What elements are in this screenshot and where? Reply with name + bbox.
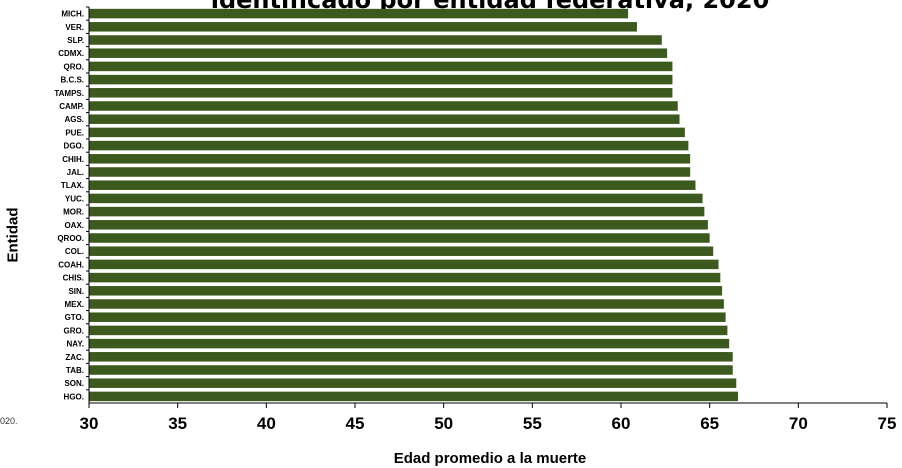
bar bbox=[89, 127, 685, 138]
y-tick-label: NAY. bbox=[67, 340, 85, 349]
y-tick-label: AGS. bbox=[64, 115, 84, 124]
bar bbox=[89, 220, 708, 230]
x-tick-label: 70 bbox=[789, 414, 808, 433]
bar bbox=[89, 167, 691, 177]
source-note: 020. bbox=[0, 416, 18, 426]
bar bbox=[89, 325, 728, 336]
bar bbox=[89, 35, 662, 45]
y-tick-label: COAH. bbox=[58, 260, 84, 269]
y-tick-label: JAL. bbox=[67, 168, 84, 177]
y-tick-label: ZAC. bbox=[65, 353, 84, 362]
x-tick-label: 75 bbox=[878, 414, 897, 433]
bar bbox=[89, 206, 705, 217]
y-tick-label: DGO. bbox=[64, 142, 84, 151]
bar bbox=[89, 193, 703, 204]
y-tick-label: CHIS. bbox=[63, 274, 84, 283]
x-axis-label: Edad promedio a la muerte bbox=[393, 450, 587, 467]
bar bbox=[89, 140, 689, 151]
bar bbox=[89, 246, 714, 256]
bar bbox=[89, 391, 739, 402]
y-tick-label: SLP. bbox=[67, 36, 84, 45]
y-tick-label: GRO. bbox=[64, 326, 84, 335]
y-tick-label: PUE. bbox=[65, 128, 84, 137]
bar bbox=[89, 259, 719, 270]
x-tick-label: 30 bbox=[80, 414, 99, 433]
y-tick-label: TAMPS. bbox=[54, 89, 84, 98]
bar bbox=[89, 180, 696, 190]
x-tick-label: 65 bbox=[700, 414, 719, 433]
bar bbox=[89, 88, 673, 98]
y-tick-label: HGO. bbox=[64, 392, 84, 401]
y-tick-label: VER. bbox=[65, 23, 84, 32]
x-tick-label: 50 bbox=[434, 414, 453, 433]
y-tick-label: MICH. bbox=[61, 10, 84, 19]
bar bbox=[89, 22, 637, 32]
bar bbox=[89, 365, 733, 375]
y-tick-label: TAB. bbox=[66, 366, 84, 375]
y-tick-label: YUC. bbox=[65, 194, 84, 203]
bar bbox=[89, 48, 668, 58]
y-tick-label: MEX. bbox=[64, 300, 84, 309]
bar bbox=[89, 114, 680, 124]
y-tick-label: B.C.S. bbox=[60, 76, 84, 85]
bar bbox=[89, 312, 726, 322]
y-tick-label: COL. bbox=[65, 247, 84, 256]
x-tick-label: 55 bbox=[523, 414, 542, 433]
y-tick-label: CHIH. bbox=[62, 155, 84, 164]
bar bbox=[89, 101, 678, 111]
y-tick-label: CAMP. bbox=[59, 102, 84, 111]
bar bbox=[89, 378, 737, 388]
y-tick-label: MOR. bbox=[63, 208, 84, 217]
bar bbox=[89, 352, 733, 362]
y-tick-label: SON. bbox=[64, 379, 84, 388]
y-tick-label: SIN. bbox=[68, 287, 84, 296]
y-tick-label: QRO. bbox=[64, 62, 84, 71]
y-tick-label: CDMX. bbox=[58, 49, 84, 58]
y-tick-label: GTO. bbox=[65, 313, 84, 322]
bar bbox=[89, 299, 724, 309]
bar bbox=[89, 154, 691, 164]
bar bbox=[89, 61, 673, 72]
x-tick-label: 60 bbox=[612, 414, 631, 433]
bar bbox=[89, 74, 673, 85]
bar bbox=[89, 338, 730, 349]
bar bbox=[89, 233, 710, 243]
bar bbox=[89, 286, 723, 296]
bar bbox=[89, 8, 629, 19]
y-tick-label: QROO. bbox=[57, 234, 84, 243]
bar bbox=[89, 272, 721, 283]
x-tick-label: 45 bbox=[346, 414, 365, 433]
y-tick-label: TLAX. bbox=[61, 181, 84, 190]
y-tick-label: OAX. bbox=[64, 221, 84, 230]
x-tick-label: 40 bbox=[257, 414, 276, 433]
x-tick-label: 35 bbox=[168, 414, 187, 433]
